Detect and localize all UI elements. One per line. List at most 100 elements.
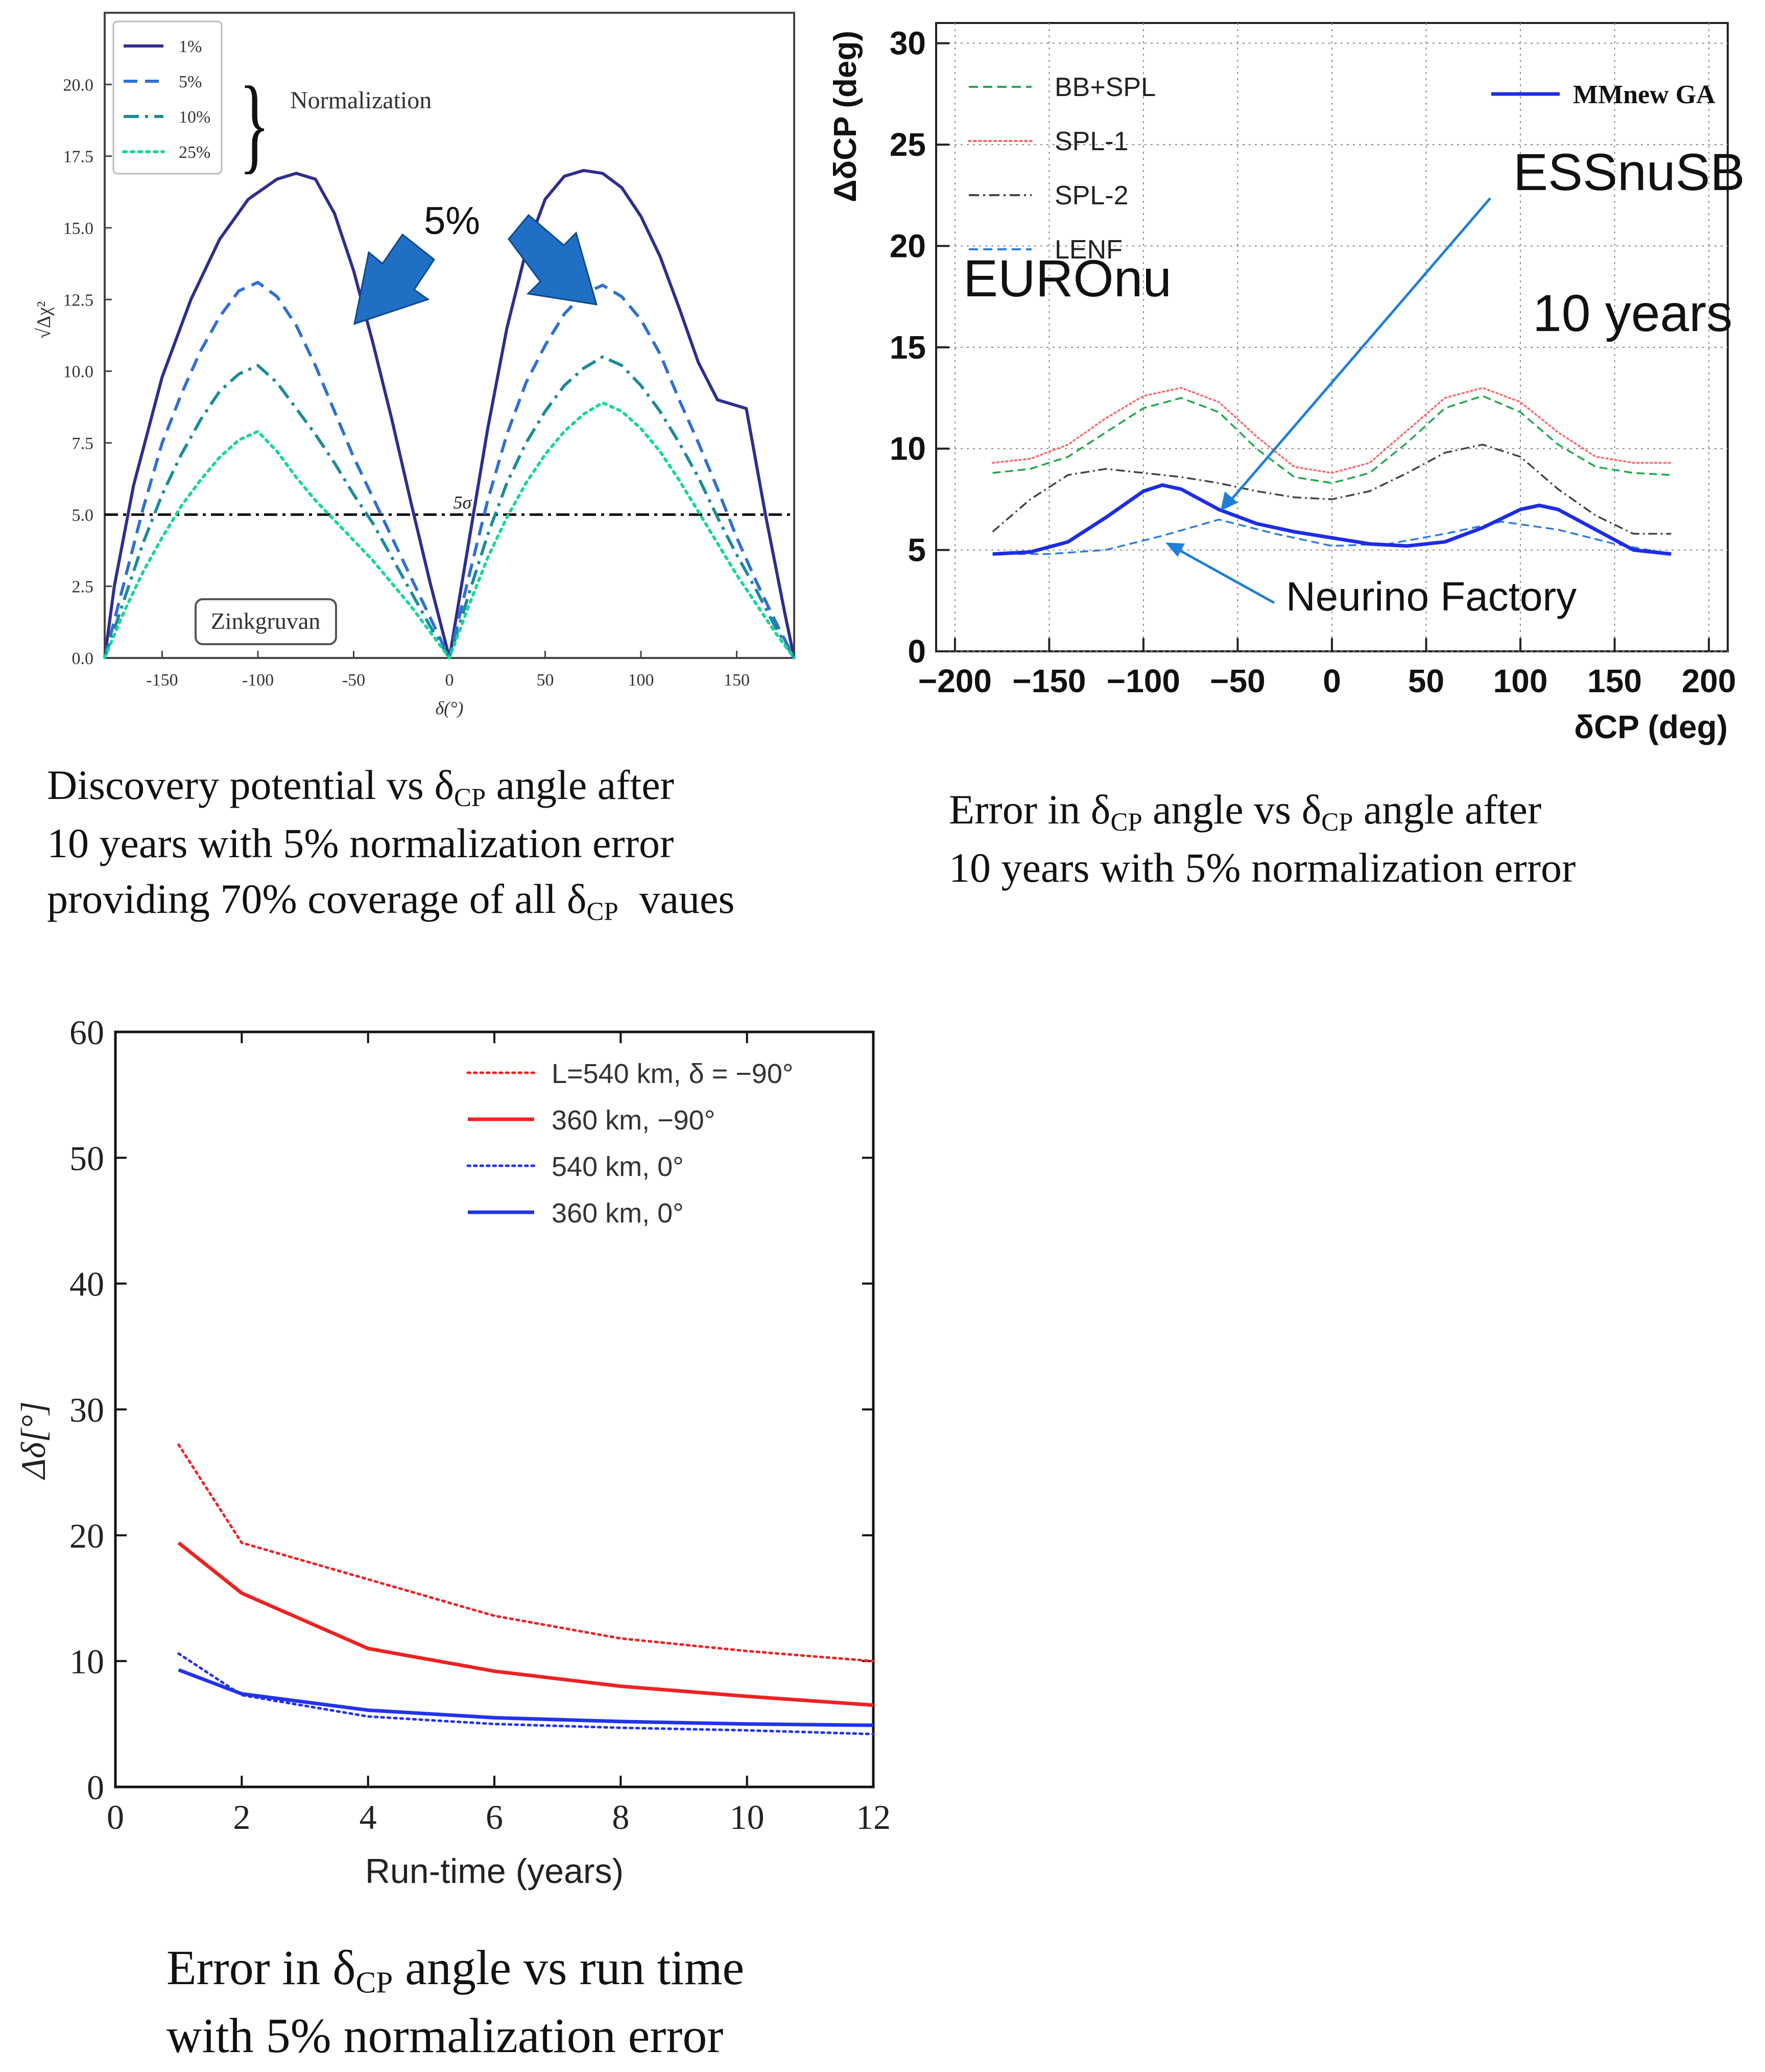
legend-label: SPL-2 <box>1055 181 1129 210</box>
caption-subscript: CP <box>1321 808 1353 837</box>
legend-label: 1% <box>179 37 202 56</box>
arrow-label-5pct: 5% <box>424 199 480 243</box>
x-tick-label: −100 <box>1107 663 1180 699</box>
y-tick-label: 40 <box>69 1265 104 1304</box>
legend-label: 10% <box>179 108 210 127</box>
y-tick-label: 10 <box>69 1642 104 1681</box>
x-tick-label: 8 <box>612 1798 629 1836</box>
x-tick-label: 10 <box>730 1798 765 1836</box>
legend-label: 360 km, −90° <box>552 1105 715 1136</box>
x-tick-label: 100 <box>628 671 654 690</box>
y-tick-label: 20 <box>69 1516 104 1555</box>
y-tick-label: 30 <box>69 1391 104 1429</box>
x-tick-label: 4 <box>360 1798 377 1836</box>
x-tick-label: −50 <box>1210 663 1266 699</box>
series-line-0 <box>177 1443 875 1663</box>
caption-text: Error in δ <box>949 786 1111 833</box>
caption-text: providing 70% coverage of all δ <box>47 875 587 922</box>
caption-text: Error in δ <box>166 1940 356 1995</box>
y-tick-label: 15 <box>890 329 926 366</box>
y-tick-label: 12.5 <box>63 291 94 310</box>
caption-text: 10 years with 5% normalization error <box>949 844 1576 891</box>
x-tick-label: 150 <box>1587 663 1642 699</box>
plot-frame <box>114 1030 875 1788</box>
y-tick-label: 20.0 <box>63 76 94 95</box>
y-axis-title: √Δχ² <box>33 301 55 339</box>
y-tick-label: 5 <box>908 532 926 569</box>
arrow-essnusb-head <box>1221 491 1238 511</box>
runtime-error-chart: 0 2 4 6 8 10 12 0 10 20 30 40 50 60 Run-time (years) Δδ… <box>14 1013 891 1891</box>
x-tick-label: 12 <box>856 1798 891 1836</box>
caption-subscript: CP <box>1110 808 1142 837</box>
caption-text: angle vs δ <box>1142 786 1322 833</box>
legend-brace: } <box>239 65 270 183</box>
caption-subscript: CP <box>586 897 618 926</box>
x-tick-label: 0 <box>445 671 454 690</box>
five-sigma-label: 5σ <box>454 492 472 512</box>
legend-label: LENF <box>1055 235 1123 265</box>
y-tick-label: 2.5 <box>72 578 94 597</box>
y-tick-label: 30 <box>890 25 926 62</box>
series-line-BBSPL <box>992 395 1672 484</box>
legend-label: SPL-1 <box>1055 127 1129 156</box>
y-tick-label: 0 <box>87 1768 104 1807</box>
discovery-potential-chart: -150 -100 -50 0 50 100 150 0.0 2.5 5.0 7.5 10.0 12.5… <box>33 12 796 718</box>
caption-error-vs-delta: Error in δCP angle vs δCP angle after 10… <box>949 782 1576 896</box>
y-tick-label: 10.0 <box>63 363 94 382</box>
legend-box <box>112 20 223 175</box>
caption-text: 10 years with 5% normalization error <box>47 819 674 866</box>
x-axis-title: δCP (deg) <box>1574 709 1728 745</box>
x-tick-label: 50 <box>537 671 554 690</box>
caption-text: angle after <box>486 762 674 808</box>
legend-label: 5% <box>179 73 202 91</box>
caption-text: angle vs run time <box>393 1940 745 1995</box>
x-axis-title: Run-time (years) <box>365 1852 624 1891</box>
delta-cp-error-chart: −200 −150 −100 −50 0 50 100 150 200 0 5 10 15 20 25 30 δ… <box>828 22 1745 745</box>
x-tick-label: 50 <box>1408 663 1444 699</box>
x-axis-title: δ(°) <box>435 698 463 718</box>
series-line-25pct <box>103 401 796 660</box>
x-tick-label: 2 <box>233 1798 250 1836</box>
y-tick-label: 15.0 <box>63 219 94 238</box>
legend-label: L=540 km, δ = −90° <box>552 1058 793 1089</box>
y-axis-title: ΔδCP (deg) <box>828 31 863 202</box>
y-axis-title: Δδ[°] <box>14 1401 53 1480</box>
x-tick-label: 100 <box>1493 663 1548 699</box>
euronu-label: EUROnu <box>963 249 1172 308</box>
arrow-essnusb <box>1227 197 1491 504</box>
caption-subscript: CP <box>454 783 486 812</box>
x-tick-label: −200 <box>918 663 992 699</box>
y-tick-label: 25 <box>890 126 926 163</box>
legend-label-mm: MMnew GA <box>1573 80 1715 109</box>
caption-discovery-potential: Discovery potential vs δCP angle after 1… <box>47 757 734 929</box>
caption-text: vaues <box>618 875 735 922</box>
y-tick-label: 0 <box>908 633 926 670</box>
x-tick-label: -50 <box>342 671 365 690</box>
essnusb-label: ESSnuSB <box>1513 143 1745 201</box>
y-tick-label: 0.0 <box>72 649 94 668</box>
caption-text: angle after <box>1353 786 1542 833</box>
y-tick-label: 60 <box>69 1013 104 1052</box>
site-label-box <box>195 598 337 645</box>
legend-label: BB+SPL <box>1055 73 1156 102</box>
y-tick-label: 17.5 <box>63 148 94 167</box>
x-tick-label: −150 <box>1012 663 1086 699</box>
y-tick-label: 50 <box>69 1139 104 1178</box>
series-line-SPL2 <box>992 443 1672 535</box>
series-line-MMnewGA <box>992 483 1672 556</box>
arrow-right-5pct <box>508 214 598 305</box>
nufact-label: Neurino Factory <box>1286 574 1577 619</box>
series-line-SPL1 <box>991 387 1673 474</box>
caption-error-vs-runtime: Error in δCP angle vs run time with 5% n… <box>166 1935 744 2068</box>
series-line-LENF <box>992 519 1672 555</box>
y-tick-label: 20 <box>890 227 926 264</box>
site-label: Zinkgruvan <box>211 608 321 634</box>
x-tick-label: -100 <box>242 671 274 690</box>
caption-text: Discovery potential vs δ <box>47 762 454 808</box>
y-tick-label: 7.5 <box>72 434 94 453</box>
series-line-3 <box>178 1668 874 1727</box>
years-label: 10 years <box>1533 284 1732 342</box>
caption-text: with 5% normalization error <box>166 2008 724 2063</box>
legend-label: 540 km, 0° <box>552 1151 684 1182</box>
